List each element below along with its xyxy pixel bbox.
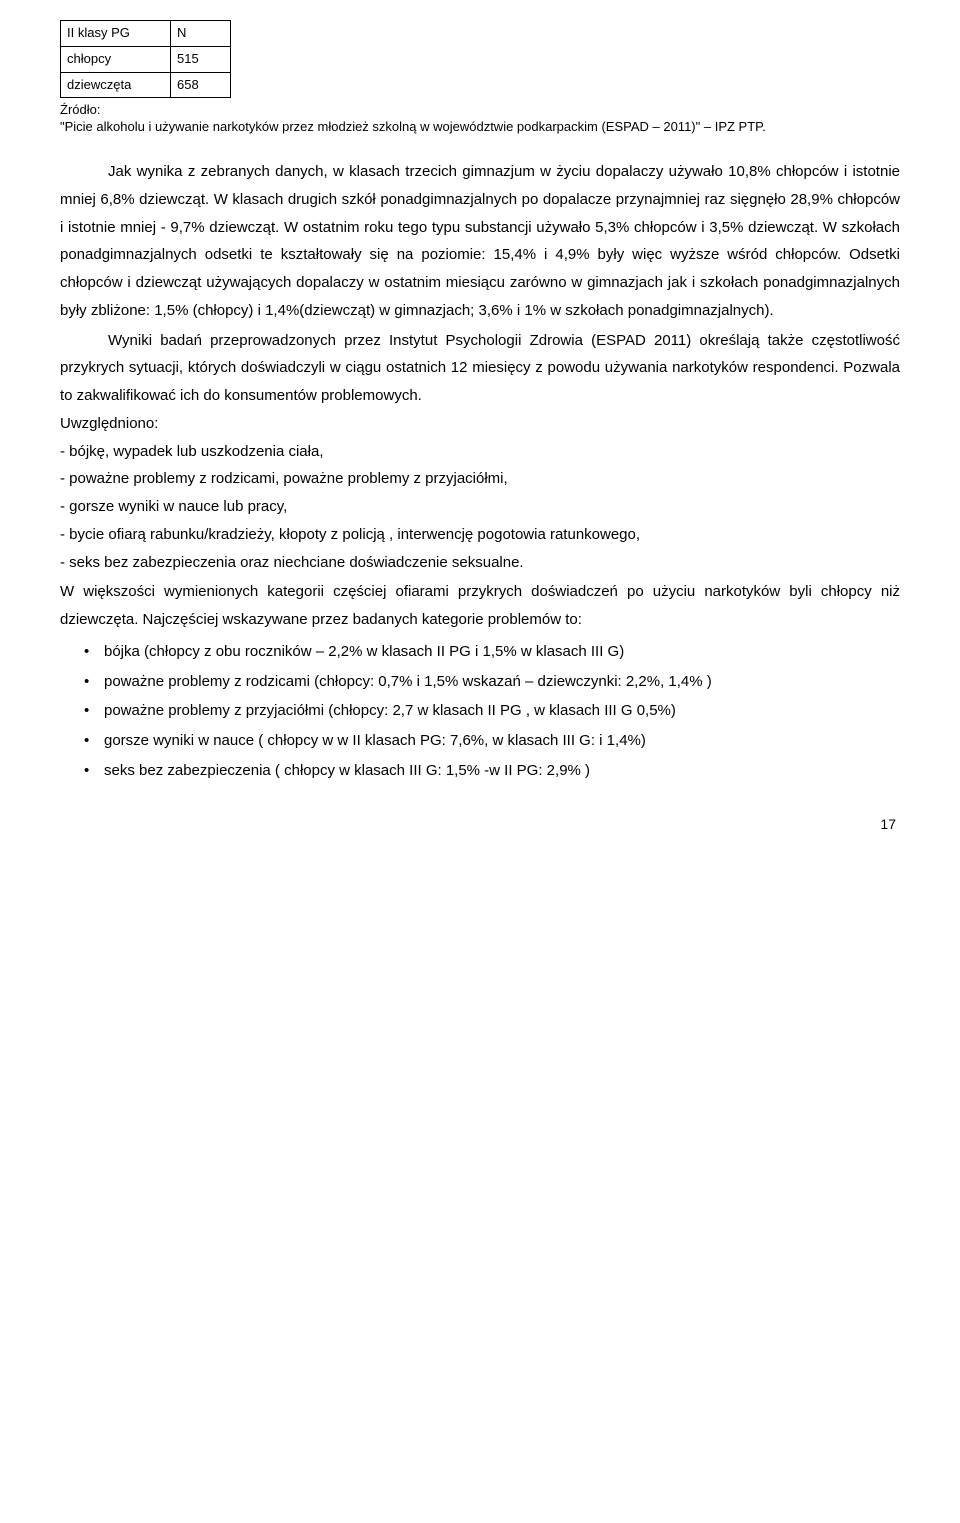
table-cell-value: 515 bbox=[171, 46, 231, 72]
dash-line: - bycie ofiarą rabunku/kradzieży, kłopot… bbox=[60, 521, 900, 549]
list-item: gorsze wyniki w nauce ( chłopcy w w II k… bbox=[84, 727, 900, 755]
table-cell-label: II klasy PG bbox=[61, 21, 171, 47]
dash-line: - poważne problemy z rodzicami, poważne … bbox=[60, 465, 900, 493]
source-text: "Picie alkoholu i używanie narkotyków pr… bbox=[60, 119, 900, 136]
dash-line: - bójkę, wypadek lub uszkodzenia ciała, bbox=[60, 438, 900, 466]
paragraph-2: Wyniki badań przeprowadzonych przez Inst… bbox=[60, 327, 900, 410]
list-item: seks bez zabezpieczenia ( chłopcy w klas… bbox=[84, 757, 900, 785]
paragraph-3: W większości wymienionych kategorii częś… bbox=[60, 578, 900, 634]
list-item: poważne problemy z rodzicami (chłopcy: 0… bbox=[84, 668, 900, 696]
table-cell-label: chłopcy bbox=[61, 46, 171, 72]
table-cell-label: dziewczęta bbox=[61, 72, 171, 98]
uwzgledniono-heading: Uwzględniono: bbox=[60, 410, 900, 438]
list-item: bójka (chłopcy z obu roczników – 2,2% w … bbox=[84, 638, 900, 666]
list-item: poważne problemy z przyjaciółmi (chłopcy… bbox=[84, 697, 900, 725]
page-number: 17 bbox=[60, 813, 900, 835]
source-citation: Źródło: "Picie alkoholu i używanie narko… bbox=[60, 102, 900, 136]
bullet-list: bójka (chłopcy z obu roczników – 2,2% w … bbox=[60, 638, 900, 785]
data-table: II klasy PG N chłopcy 515 dziewczęta 658 bbox=[60, 20, 231, 98]
source-label: Źródło: bbox=[60, 102, 900, 119]
paragraph-1: Jak wynika z zebranych danych, w klasach… bbox=[60, 158, 900, 325]
table-cell-value: N bbox=[171, 21, 231, 47]
table-row: chłopcy 515 bbox=[61, 46, 231, 72]
table-row: dziewczęta 658 bbox=[61, 72, 231, 98]
dash-line: - gorsze wyniki w nauce lub pracy, bbox=[60, 493, 900, 521]
table-cell-value: 658 bbox=[171, 72, 231, 98]
dash-line: - seks bez zabezpieczenia oraz niechcian… bbox=[60, 549, 900, 577]
table-row: II klasy PG N bbox=[61, 21, 231, 47]
